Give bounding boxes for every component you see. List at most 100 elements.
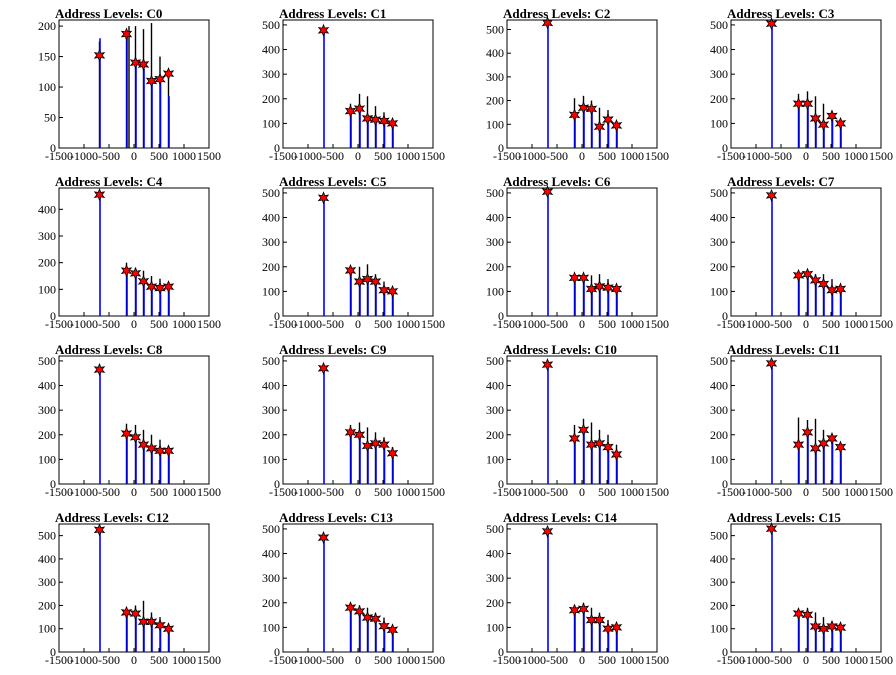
y-tick-label: 500 bbox=[486, 186, 504, 200]
x-tick-label: -1000 bbox=[294, 653, 322, 667]
x-tick-label: 500 bbox=[374, 653, 392, 667]
y-tick-label: 100 bbox=[710, 622, 728, 636]
peak-marker bbox=[541, 185, 554, 199]
y-tick-label: 500 bbox=[710, 186, 728, 200]
y-tick-label: 500 bbox=[710, 529, 728, 543]
x-tick-label: -1500 bbox=[45, 653, 73, 667]
y-tick-label: 100 bbox=[710, 452, 728, 466]
histogram-panel: Address Levels: C30100200300400500-1500-… bbox=[710, 6, 893, 163]
panel-title: Address Levels: C3 bbox=[727, 6, 835, 21]
x-tick-label: 1000 bbox=[844, 653, 868, 667]
peak-marker bbox=[369, 113, 382, 127]
y-tick-label: 200 bbox=[486, 260, 504, 274]
x-tick-label: -1500 bbox=[269, 317, 297, 331]
peak-marker bbox=[353, 604, 366, 618]
x-tick-label: -1000 bbox=[518, 317, 546, 331]
peak-marker bbox=[137, 438, 150, 452]
peak-marker bbox=[593, 436, 606, 450]
x-tick-label: 1500 bbox=[869, 485, 893, 499]
x-tick-label: -1000 bbox=[70, 149, 98, 163]
peak-marker bbox=[317, 23, 330, 37]
x-tick-label: 0 bbox=[131, 317, 137, 331]
x-tick-label: 1500 bbox=[421, 485, 445, 499]
x-tick-label: 1000 bbox=[844, 317, 868, 331]
x-tick-label: -1000 bbox=[518, 149, 546, 163]
peak-marker bbox=[369, 274, 382, 289]
panel-title: Address Levels: C13 bbox=[279, 510, 393, 525]
peak-marker bbox=[378, 619, 390, 633]
x-tick-label: -1500 bbox=[269, 149, 297, 163]
y-tick-label: 300 bbox=[710, 235, 728, 249]
peak-marker bbox=[817, 277, 830, 291]
peak-marker bbox=[369, 612, 382, 626]
x-tick-label: 1000 bbox=[620, 317, 644, 331]
y-tick-label: 200 bbox=[262, 260, 280, 274]
x-tick-label: 1500 bbox=[869, 149, 893, 163]
x-tick-label: 1000 bbox=[620, 653, 644, 667]
peak-marker bbox=[137, 57, 150, 72]
peak-marker bbox=[154, 618, 166, 632]
peak-marker bbox=[154, 281, 166, 295]
x-tick-label: -500 bbox=[322, 149, 344, 163]
peak-marker bbox=[317, 191, 330, 205]
y-tick-label: 100 bbox=[38, 80, 56, 94]
peak-marker bbox=[792, 268, 805, 282]
panel-title: Address Levels: C14 bbox=[503, 510, 617, 525]
x-tick-label: 1500 bbox=[869, 317, 893, 331]
peak-marker bbox=[801, 608, 814, 622]
x-tick-label: -1500 bbox=[717, 317, 745, 331]
y-tick-label: 100 bbox=[486, 452, 504, 466]
y-tick-label: 300 bbox=[38, 403, 56, 417]
peak-marker bbox=[834, 282, 847, 296]
peak-marker bbox=[129, 56, 142, 70]
peak-marker bbox=[541, 358, 554, 372]
peak-marker bbox=[765, 356, 778, 370]
y-tick-label: 300 bbox=[486, 235, 504, 249]
x-tick-label: -500 bbox=[98, 149, 120, 163]
y-tick-label: 300 bbox=[262, 571, 280, 585]
x-tick-label: -1000 bbox=[70, 485, 98, 499]
y-tick-label: 0 bbox=[50, 309, 56, 323]
peak-marker bbox=[145, 280, 158, 294]
peak-marker bbox=[809, 273, 822, 287]
peak-marker bbox=[93, 188, 106, 202]
histogram-panel: Address Levels: C10100200300400500-1500-… bbox=[262, 6, 445, 163]
panel-title: Address Levels: C8 bbox=[55, 342, 163, 357]
y-tick-label: 100 bbox=[38, 282, 56, 296]
y-tick-label: 300 bbox=[38, 575, 56, 589]
peak-marker bbox=[344, 104, 357, 118]
x-tick-label: 500 bbox=[822, 317, 840, 331]
peak-marker bbox=[378, 114, 390, 128]
histogram-panel: Address Levels: C80100200300400500-1500-… bbox=[38, 342, 221, 499]
peak-marker bbox=[378, 283, 390, 297]
peak-marker bbox=[809, 111, 822, 126]
x-tick-label: 0 bbox=[579, 485, 585, 499]
x-tick-label: -1500 bbox=[493, 317, 521, 331]
x-tick-label: 1000 bbox=[844, 149, 868, 163]
x-tick-label: 0 bbox=[803, 317, 809, 331]
y-tick-label: 300 bbox=[710, 403, 728, 417]
y-tick-label: 0 bbox=[274, 141, 280, 155]
histogram-panel: Address Levels: C4 0 100 200 300 400 -1500-100… bbox=[38, 174, 221, 331]
peak-marker bbox=[137, 615, 150, 629]
y-tick-label: 0 bbox=[722, 645, 728, 659]
y-tick-label: 100 bbox=[38, 452, 56, 466]
x-tick-label: 1500 bbox=[645, 317, 669, 331]
peak-marker bbox=[386, 623, 399, 637]
x-tick-label: 0 bbox=[131, 653, 137, 667]
peak-marker bbox=[120, 264, 133, 278]
x-tick-label: 0 bbox=[803, 149, 809, 163]
x-tick-label: 0 bbox=[803, 485, 809, 499]
x-tick-label: -1500 bbox=[717, 653, 745, 667]
panel-title: Address Levels: C6 bbox=[503, 174, 611, 189]
peak-marker bbox=[145, 615, 158, 629]
histogram-panel: Address Levels: C13 0 100 200 300 400 500 -1500… bbox=[262, 510, 445, 667]
panel-title: Address Levels: C10 bbox=[503, 342, 617, 357]
peak-marker bbox=[378, 438, 390, 452]
peak-marker bbox=[792, 438, 805, 452]
peak-marker bbox=[344, 263, 357, 278]
peak-marker bbox=[353, 102, 366, 116]
peak-marker bbox=[826, 619, 838, 633]
y-tick-label: 400 bbox=[486, 379, 504, 393]
